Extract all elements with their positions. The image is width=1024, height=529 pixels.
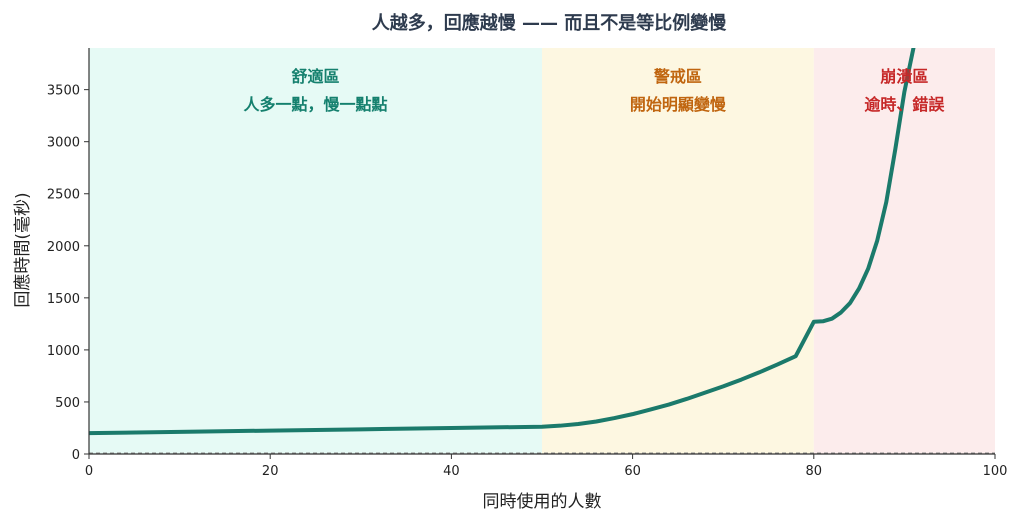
zone-band-1 xyxy=(542,48,814,454)
chart-title: 人越多，回應越慢 —— 而且不是等比例變慢 xyxy=(372,12,728,34)
series-layer xyxy=(89,48,916,436)
zones-layer xyxy=(89,48,995,454)
zone-description-2: 逾時、錯誤 xyxy=(864,95,945,114)
y-tick-label: 2000 xyxy=(47,240,80,255)
zone-band-0 xyxy=(89,48,542,454)
series-line-0 xyxy=(89,48,916,436)
zone-name-1: 警戒區 xyxy=(653,67,702,86)
x-tick-label: 60 xyxy=(624,464,641,479)
y-tick-label: 3000 xyxy=(47,136,80,151)
x-tick-label: 20 xyxy=(262,464,279,479)
zone-name-2: 崩潰區 xyxy=(880,67,928,86)
y-tick-label: 1500 xyxy=(47,292,80,307)
x-tick-label: 40 xyxy=(443,464,460,479)
zone-name-0: 舒適區 xyxy=(291,67,339,86)
y-tick-label: 0 xyxy=(72,448,80,463)
y-tick-label: 1000 xyxy=(47,344,80,359)
y-tick-label: 3500 xyxy=(47,84,80,99)
x-tick-label: 100 xyxy=(983,464,1008,479)
y-tick-label: 2500 xyxy=(47,188,80,203)
y-tick-label: 500 xyxy=(55,396,80,411)
x-tick-label: 0 xyxy=(85,464,93,479)
zone-description-0: 人多一點，慢一點點 xyxy=(243,95,387,114)
x-tick-label: 80 xyxy=(806,464,823,479)
zone-band-2 xyxy=(813,48,995,454)
y-axis-title: 回應時間(毫秒) xyxy=(12,192,33,307)
x-axis-title: 同時使用的人數 xyxy=(483,491,602,512)
zone-description-1: 開始明顯變慢 xyxy=(630,95,727,114)
